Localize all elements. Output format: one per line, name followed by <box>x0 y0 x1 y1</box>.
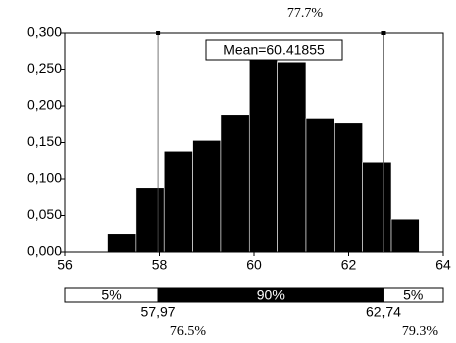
band-label: 5% <box>101 287 121 303</box>
y-tick-label: 0,100 <box>27 170 62 186</box>
y-tick-label: 0,150 <box>27 133 62 149</box>
x-tick-label: 62 <box>341 257 357 273</box>
bar <box>248 58 278 253</box>
mean-box <box>205 39 343 61</box>
band-right <box>382 287 444 303</box>
bar <box>135 187 165 253</box>
plot-frame <box>64 32 444 253</box>
annotation: 76.5% <box>170 324 207 339</box>
y-tick-label: 0,000 <box>27 243 62 259</box>
annotation: 77.7% <box>287 6 324 21</box>
x-tick-label: 60 <box>246 257 262 273</box>
bar <box>192 140 222 253</box>
x-tick-label: 64 <box>435 257 451 273</box>
delimiter-handle <box>381 31 386 35</box>
mean-label: Mean=60.41855 <box>223 42 325 58</box>
bar <box>362 161 392 253</box>
bar <box>163 150 193 253</box>
y-tick-label: 0,200 <box>27 97 62 113</box>
delimiter-label: 62,74 <box>366 304 401 320</box>
bar <box>305 118 335 253</box>
bar <box>390 218 420 253</box>
bar <box>220 114 250 253</box>
y-tick-label: 0,300 <box>27 24 62 40</box>
annotation: 79.3% <box>402 324 439 339</box>
x-tick-label: 58 <box>152 257 168 273</box>
y-tick-label: 0,050 <box>27 206 62 222</box>
y-tick-label: 0,250 <box>27 60 62 76</box>
delimiter-handle <box>156 31 161 35</box>
band-label: 5% <box>403 287 423 303</box>
bar <box>277 61 307 253</box>
x-tick-label: 56 <box>57 257 73 273</box>
delimiter-label: 57,97 <box>141 304 176 320</box>
bar <box>107 233 137 253</box>
band-label: 90% <box>257 287 285 303</box>
bar <box>334 122 363 253</box>
